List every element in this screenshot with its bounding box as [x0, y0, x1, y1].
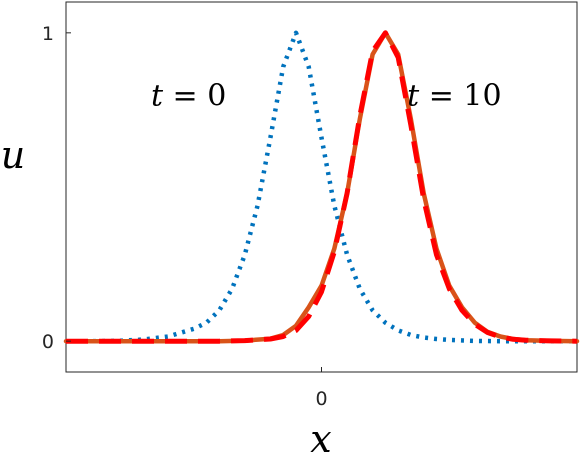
- series-line-dashed: [66, 30, 578, 344]
- x-axis-label: x: [310, 417, 331, 458]
- labels-layer: x u: [1, 133, 332, 458]
- plot-area: [65, 1, 578, 373]
- x-tick-label: 0: [315, 388, 327, 410]
- time-annotation: t = 0: [151, 79, 226, 114]
- y-axis-label: u: [1, 133, 25, 177]
- y-tick-label: 0: [42, 331, 54, 353]
- annotation-layer: t = 0 t = 10: [151, 79, 502, 114]
- axes-frame: [65, 1, 578, 373]
- y-tick-label: 1: [42, 23, 54, 45]
- ticks-layer: 0 0 1: [42, 23, 328, 410]
- series-line-dotted: [66, 30, 577, 344]
- time-annotation: t = 10: [407, 79, 501, 114]
- series-layer: [63, 30, 580, 344]
